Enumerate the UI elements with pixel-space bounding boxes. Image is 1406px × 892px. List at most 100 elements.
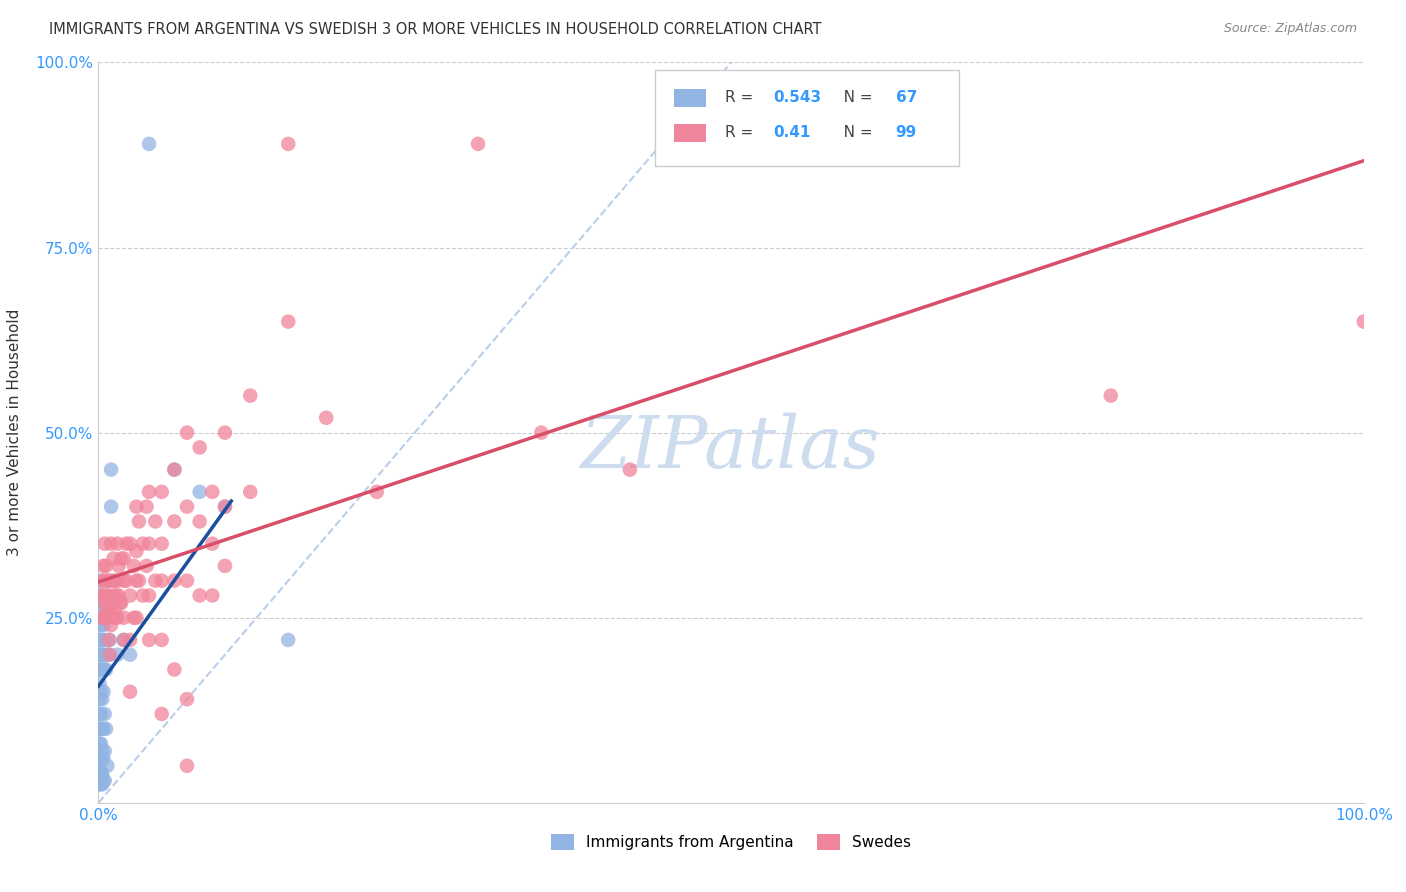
Point — [89, 574, 111, 588]
Point — [90, 589, 112, 603]
Point — [115, 574, 138, 588]
Point — [910, 136, 932, 151]
Point — [201, 589, 224, 603]
Point — [132, 589, 155, 603]
Text: Source: ZipAtlas.com: Source: ZipAtlas.com — [1223, 22, 1357, 36]
Point — [100, 500, 122, 514]
Text: 99: 99 — [896, 125, 917, 140]
Point — [105, 589, 128, 603]
Point — [201, 484, 224, 499]
Text: 67: 67 — [896, 90, 917, 105]
Point — [93, 722, 115, 736]
Point — [91, 766, 114, 780]
Point — [91, 722, 114, 736]
Point — [89, 777, 111, 791]
Point — [97, 574, 120, 588]
Point — [100, 462, 122, 476]
Point — [93, 685, 115, 699]
Point — [108, 596, 131, 610]
Point — [110, 596, 132, 610]
Point — [125, 610, 148, 624]
Text: N =: N = — [828, 125, 877, 140]
Point — [91, 744, 114, 758]
Text: ZIPatlas: ZIPatlas — [581, 412, 882, 483]
Point — [90, 618, 112, 632]
Point — [91, 692, 114, 706]
Point — [94, 589, 117, 603]
Point — [90, 589, 112, 603]
Point — [135, 558, 157, 573]
Point — [91, 603, 114, 617]
Point — [107, 589, 129, 603]
Point — [96, 603, 118, 617]
Point — [93, 751, 115, 765]
Point — [93, 663, 117, 677]
Point — [138, 136, 160, 151]
Point — [120, 536, 141, 550]
Point — [93, 618, 115, 632]
Point — [90, 663, 112, 677]
Point — [107, 610, 129, 624]
Point — [94, 722, 117, 736]
Point — [315, 410, 337, 425]
Point — [94, 558, 117, 573]
Point — [112, 574, 135, 588]
Point — [366, 484, 388, 499]
Point — [96, 648, 118, 662]
Point — [176, 574, 198, 588]
Point — [201, 536, 224, 550]
Point — [98, 632, 121, 647]
Point — [145, 574, 166, 588]
Point — [89, 706, 111, 721]
Point — [89, 692, 111, 706]
Text: IMMIGRANTS FROM ARGENTINA VS SWEDISH 3 OR MORE VEHICLES IN HOUSEHOLD CORRELATION: IMMIGRANTS FROM ARGENTINA VS SWEDISH 3 O… — [49, 22, 821, 37]
Text: N =: N = — [828, 90, 877, 105]
Point — [89, 648, 111, 662]
Point — [104, 603, 127, 617]
Text: 0.41: 0.41 — [773, 125, 810, 140]
Point — [138, 589, 160, 603]
Point — [91, 574, 114, 588]
Point — [98, 648, 121, 662]
Point — [93, 536, 117, 550]
Point — [93, 574, 117, 588]
Point — [128, 515, 150, 529]
Point — [90, 685, 112, 699]
Point — [125, 574, 148, 588]
Point — [145, 515, 166, 529]
Point — [530, 425, 553, 440]
Point — [90, 722, 112, 736]
Point — [239, 484, 262, 499]
Point — [163, 462, 186, 476]
Point — [188, 484, 211, 499]
Point — [107, 648, 129, 662]
Point — [90, 737, 112, 751]
Point — [94, 610, 117, 624]
Point — [107, 558, 129, 573]
Point — [91, 663, 114, 677]
Point — [89, 677, 111, 691]
Point — [93, 558, 115, 573]
Point — [163, 515, 186, 529]
Point — [277, 136, 299, 151]
Point — [110, 551, 132, 566]
Point — [104, 574, 127, 588]
Point — [112, 632, 135, 647]
Point — [91, 648, 114, 662]
Point — [176, 758, 198, 772]
Point — [97, 648, 120, 662]
Point — [188, 515, 211, 529]
Bar — [675, 124, 706, 142]
Point — [100, 618, 122, 632]
Point — [122, 558, 145, 573]
Point — [138, 536, 160, 550]
Point — [163, 574, 186, 588]
Point — [94, 663, 117, 677]
Point — [214, 425, 236, 440]
Point — [188, 589, 211, 603]
Point — [100, 536, 122, 550]
Point — [277, 632, 299, 647]
Point — [89, 722, 111, 736]
Point — [93, 648, 115, 662]
Point — [120, 589, 141, 603]
